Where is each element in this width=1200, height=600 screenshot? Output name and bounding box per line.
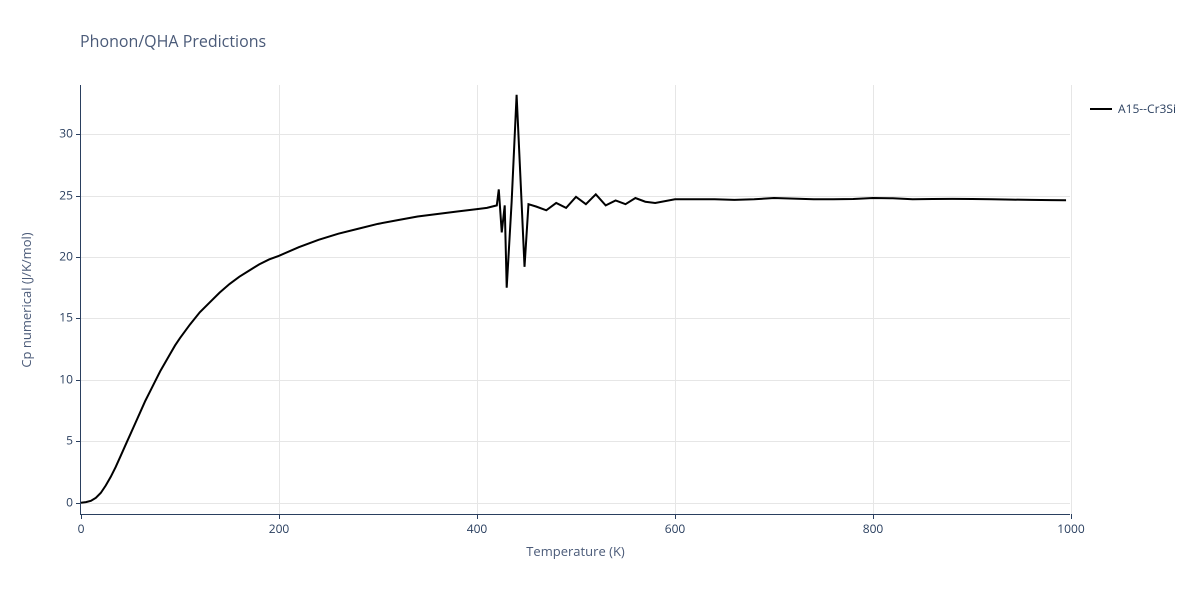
chart-title: Phonon/QHA Predictions — [80, 30, 266, 52]
y-tick-label: 0 — [66, 493, 73, 510]
y-tick-label: 30 — [59, 125, 73, 142]
y-tick-label: 20 — [59, 248, 73, 265]
x-tick-label: 600 — [665, 520, 686, 537]
x-tick-label: 400 — [467, 520, 488, 537]
tick-mark-x — [675, 514, 676, 519]
y-tick-label: 5 — [66, 432, 73, 449]
legend-swatch — [1090, 108, 1112, 110]
y-axis-label: Cp numerical (J/K/mol) — [17, 232, 35, 367]
line-series — [81, 85, 1070, 514]
y-tick-label: 25 — [59, 186, 73, 203]
y-tick-label: 15 — [59, 309, 73, 326]
tick-mark-x — [477, 514, 478, 519]
x-tick-label: 200 — [269, 520, 290, 537]
gridline-v — [1071, 85, 1072, 514]
y-tick-label: 10 — [59, 370, 73, 387]
legend-label: A15--Cr3Si — [1118, 100, 1176, 117]
tick-mark-x — [279, 514, 280, 519]
tick-mark-x — [1071, 514, 1072, 519]
x-tick-label: 0 — [78, 520, 85, 537]
plot-area: 02004006008001000051015202530 Temperatur… — [80, 85, 1070, 515]
chart-container: Phonon/QHA Predictions 02004006008001000… — [0, 0, 1200, 600]
tick-mark-x — [873, 514, 874, 519]
x-axis-label: Temperature (K) — [526, 542, 625, 560]
x-tick-label: 800 — [863, 520, 884, 537]
x-tick-label: 1000 — [1057, 520, 1084, 537]
tick-mark-x — [81, 514, 82, 519]
legend: A15--Cr3Si — [1090, 100, 1176, 117]
